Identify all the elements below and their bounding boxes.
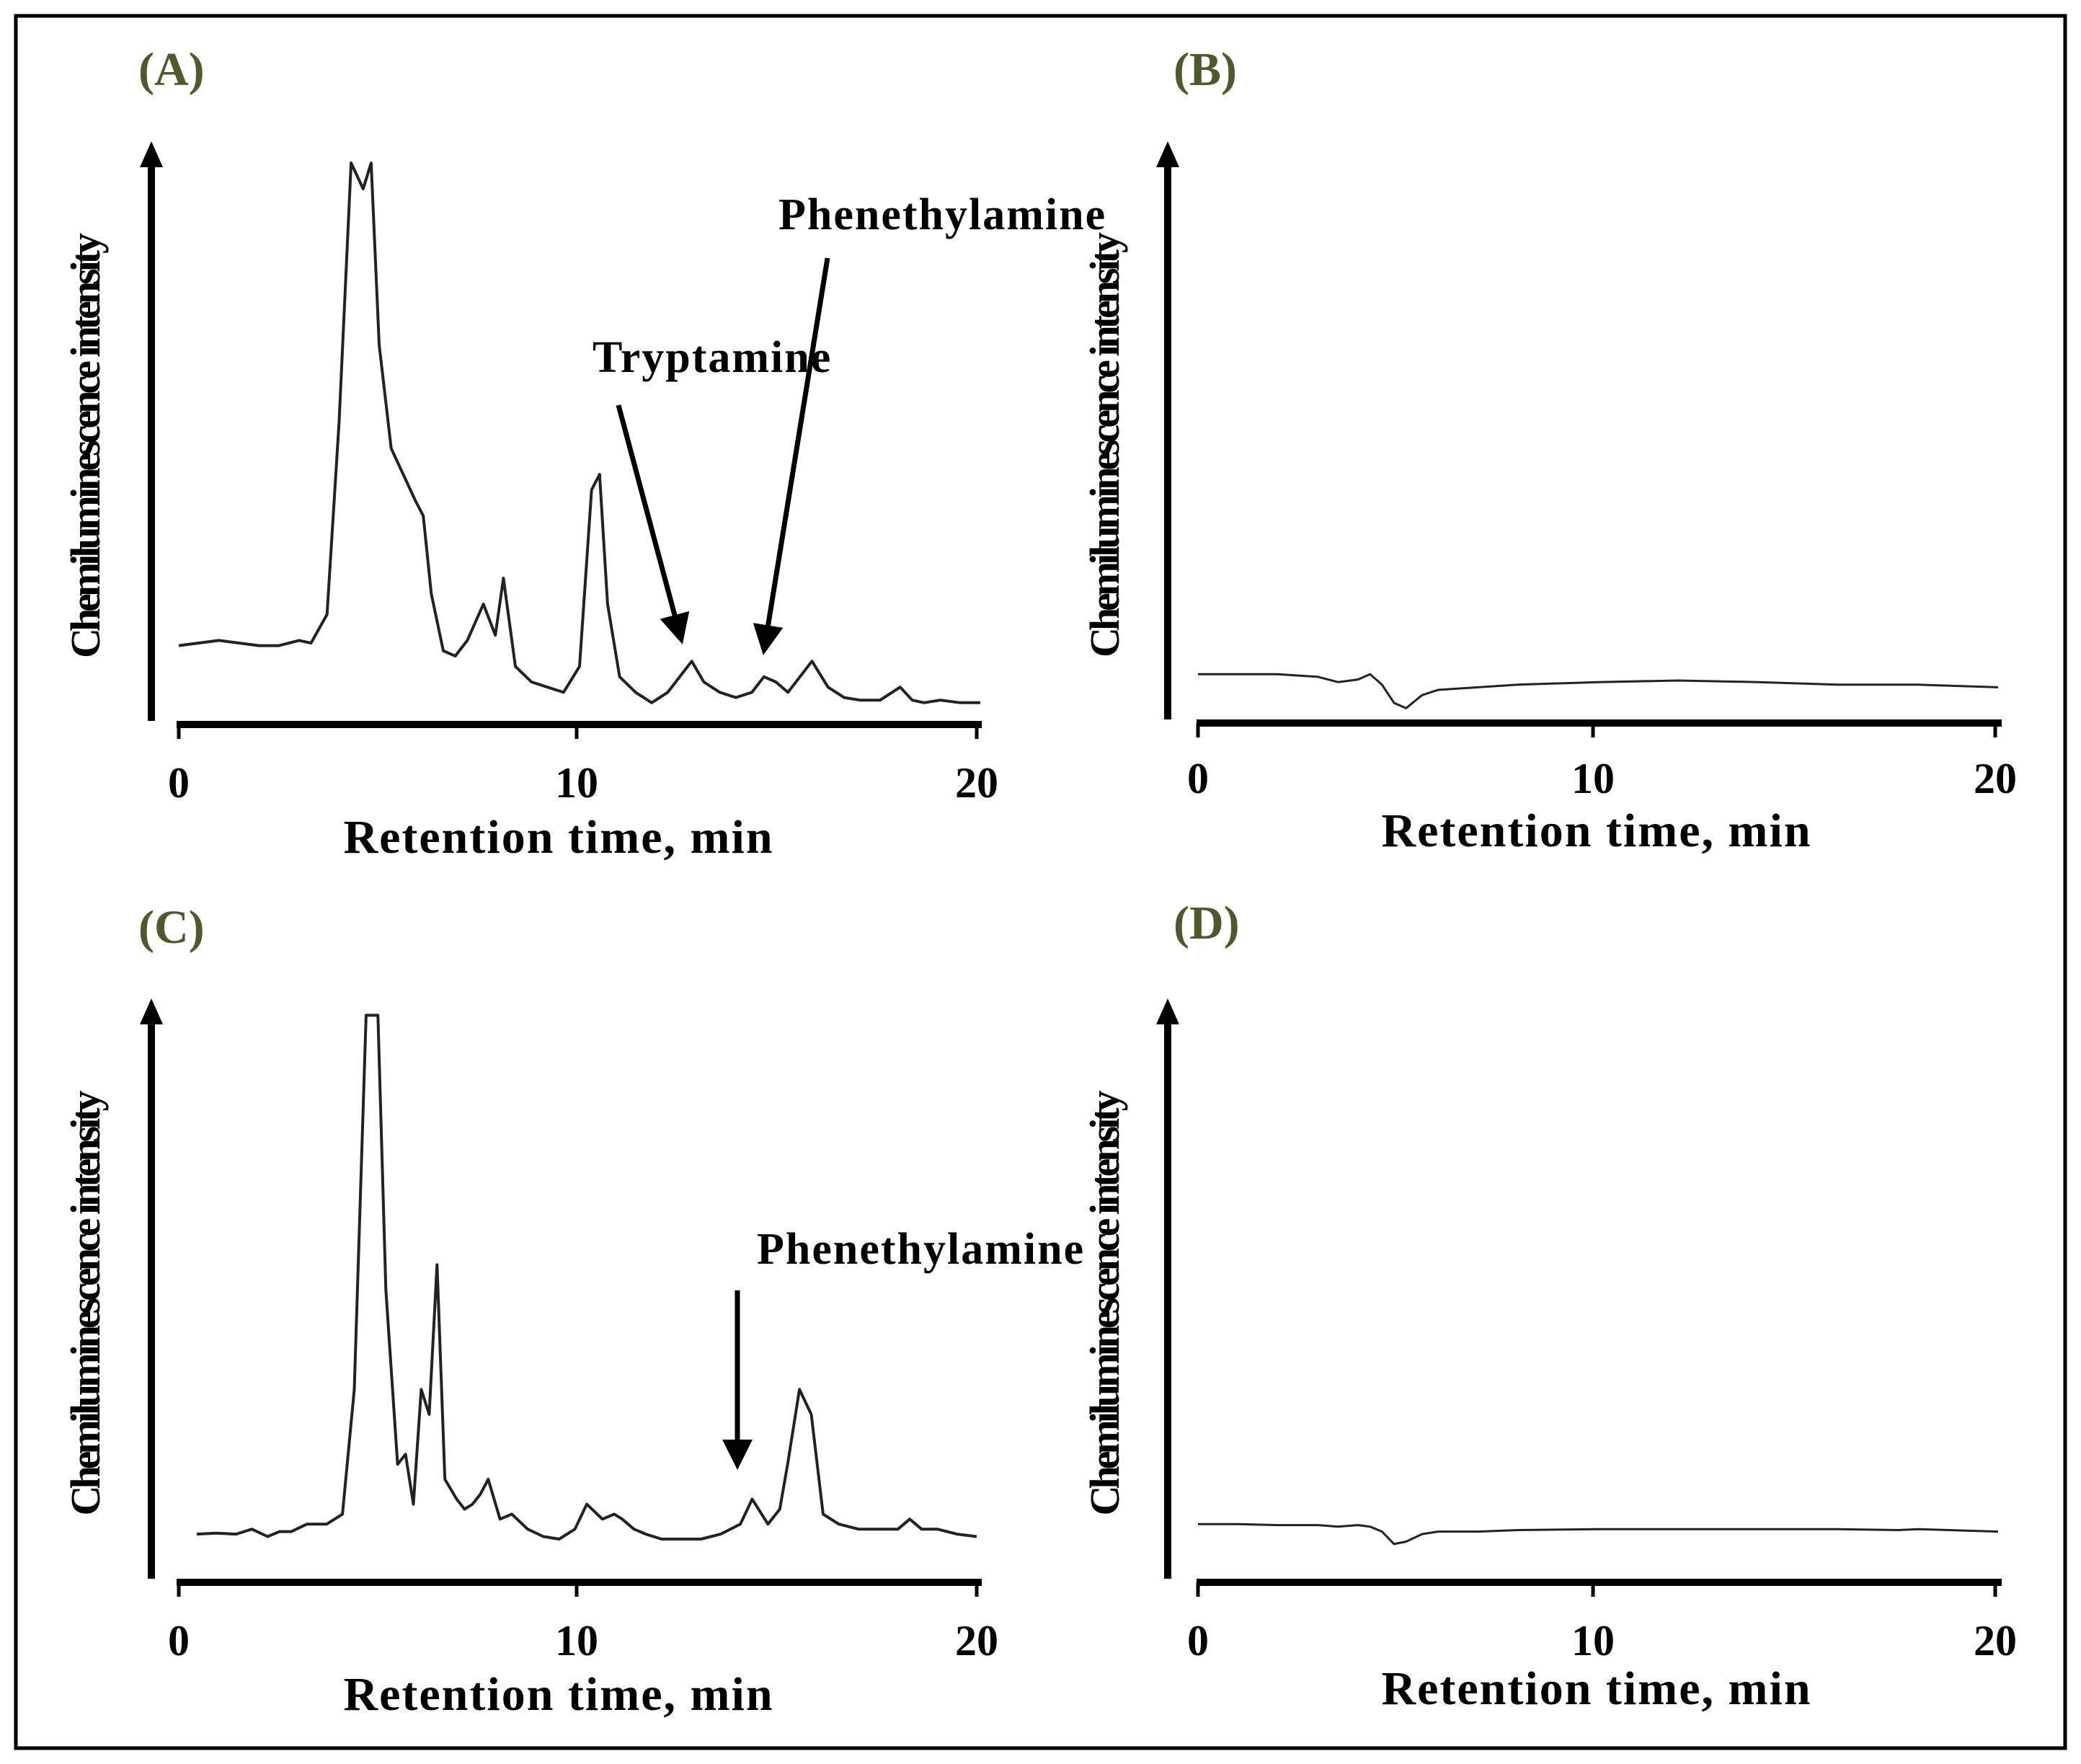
x-tick-label: 10 [555,759,598,807]
x-tick-label: 20 [1974,1617,2017,1665]
y-axis-arrowhead [1156,998,1179,1024]
figure-border [14,14,2067,1750]
x-tick-label: 10 [1571,1617,1615,1665]
x-tick-label: 20 [955,1617,998,1665]
x-tick-label: 20 [1974,755,2017,802]
y-axis-label: Chemiluminescence intensity [1081,232,1128,657]
x-tick-label: 0 [1187,1617,1209,1665]
x-tick-label: 0 [1187,755,1209,802]
annotation-arrow [616,404,690,644]
series-line-c [196,1014,977,1541]
y-axis-label: Chemiluminescence intensity [62,233,109,658]
panel-title: (B) [1173,43,1237,96]
x-axis-label: Retention time, min [1381,805,1811,857]
panel-title: (C) [138,901,205,954]
annotation-arrow [753,257,830,655]
y-axis-arrowhead [140,141,163,167]
charts-container: (A) Chemiluminescence intensity 0 10 20 Reten… [62,43,2017,1721]
y-axis-label: Chemiluminescence intensity [1081,1090,1128,1515]
panel-b: (B) Chemiluminescence intensity 0 10 20 Reten… [1081,43,2017,857]
series-line-b [1198,673,1999,709]
x-tick-label: 10 [1571,755,1615,802]
series-line-a [178,161,980,704]
annotation-label: Phenethylamine [778,190,1106,239]
series-line-d [1198,1523,1999,1546]
x-tick-label: 0 [168,1617,190,1665]
panel-a: (A) Chemiluminescence intensity 0 10 20 Reten… [62,43,1106,864]
panel-d: (D) Chemiluminescence intensity 0 10 20 Reten… [1081,897,2017,1715]
panel-title: (A) [138,43,205,96]
x-axis-label: Retention time, min [343,811,773,864]
x-axis-label: Retention time, min [343,1668,773,1721]
x-tick-label: 0 [168,759,190,807]
annotation-label: Tryptamine [593,333,832,382]
x-axis-label: Retention time, min [1381,1662,1811,1715]
x-tick-label: 20 [955,759,998,807]
y-axis-label: Chemiluminescence intensity [62,1090,109,1515]
x-tick-label: 10 [555,1617,598,1665]
y-axis-arrowhead [1156,141,1179,167]
y-axis-arrowhead [140,998,163,1024]
annotation-label: Phenethylamine [757,1225,1085,1274]
panel-title: (D) [1173,897,1240,949]
panel-c: (C) Chemiluminescence intensity 0 10 20 Reten… [62,901,1085,1721]
